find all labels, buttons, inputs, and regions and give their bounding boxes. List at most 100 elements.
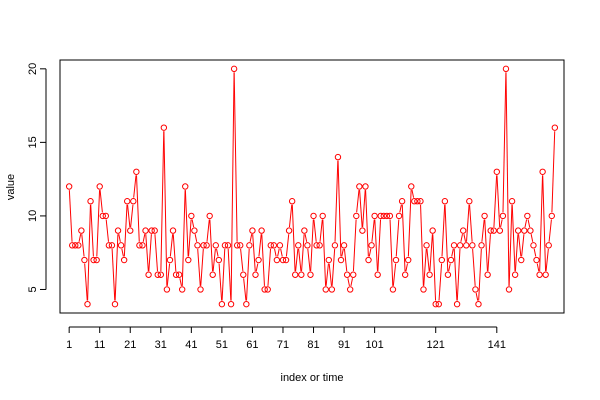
series-segment: [295, 248, 299, 272]
data-point: [371, 212, 378, 220]
data-point: [521, 227, 528, 234]
series-segment: [441, 204, 446, 257]
series-segment: [395, 219, 400, 257]
data-point: [386, 212, 394, 220]
data-point: [185, 256, 192, 264]
data-point: [233, 242, 241, 249]
series-segment: [405, 263, 408, 272]
series-segment: [90, 204, 94, 257]
x-tick-label: 91: [338, 339, 350, 351]
data-point: [478, 242, 485, 249]
series-segment: [197, 248, 201, 286]
series-segment: [304, 234, 308, 242]
series-segment: [527, 219, 531, 228]
data-point: [142, 227, 149, 234]
series-segment: [227, 248, 232, 301]
data-point: [69, 242, 76, 249]
series-segment: [298, 248, 302, 272]
data-point: [120, 256, 128, 264]
data-point: [139, 242, 146, 249]
data-point: [456, 242, 464, 249]
data-point: [124, 198, 131, 205]
data-point: [383, 212, 391, 220]
series-segment: [451, 248, 454, 257]
series-segment: [448, 263, 451, 272]
data-point: [365, 256, 372, 264]
series-segment: [154, 234, 158, 272]
series-segment: [166, 263, 171, 286]
data-point: [481, 212, 488, 220]
data-point: [460, 227, 467, 234]
series-segment: [136, 175, 140, 242]
data-point: [505, 286, 513, 293]
series-segment: [87, 204, 91, 301]
data-point: [484, 271, 491, 278]
series-segment: [352, 219, 357, 272]
series-segment: [322, 219, 327, 286]
series-segment: [133, 175, 137, 198]
series-segment: [347, 278, 350, 287]
data-point: [356, 183, 363, 190]
series-segment: [429, 234, 433, 272]
series-segment: [221, 248, 226, 301]
data-point: [221, 242, 229, 249]
data-point: [545, 242, 552, 249]
data-point: [466, 198, 473, 205]
series-segment: [130, 204, 134, 228]
data-point: [548, 212, 555, 220]
data-point: [536, 271, 543, 278]
series-segment: [500, 219, 503, 228]
series-markers: [65, 65, 559, 308]
data-point: [96, 183, 103, 190]
series-segment: [356, 190, 360, 213]
series-segment: [114, 234, 119, 301]
data-point: [212, 242, 219, 249]
data-point: [380, 212, 387, 220]
data-point: [255, 256, 262, 264]
series-segment: [218, 263, 223, 301]
x-tick-label: 41: [185, 339, 197, 351]
data-point: [237, 242, 244, 249]
data-point: [441, 198, 449, 205]
x-axis: 1 11 21 31 41 51 61 71 81 91 101 121 141: [66, 326, 506, 351]
series-segment: [206, 219, 210, 242]
data-point: [508, 198, 516, 205]
data-point: [279, 256, 287, 264]
y-tick-label: 10: [27, 210, 39, 222]
data-point: [75, 242, 82, 249]
series-segment: [524, 219, 528, 228]
series-segment: [274, 248, 277, 257]
data-point: [154, 271, 161, 278]
series-segment: [460, 234, 463, 242]
data-point: [350, 271, 357, 278]
data-point: [395, 212, 403, 220]
series-segment: [313, 219, 317, 242]
series-segment: [191, 219, 195, 228]
data-point: [78, 227, 85, 234]
data-point: [148, 227, 155, 234]
data-point: [163, 286, 171, 293]
data-point: [227, 300, 235, 308]
series-segment: [426, 248, 430, 272]
data-point: [499, 212, 507, 220]
data-point: [298, 271, 305, 278]
data-point: [157, 271, 165, 278]
data-point: [267, 242, 274, 249]
series-segment: [359, 190, 363, 228]
data-point: [444, 271, 452, 278]
data-point: [93, 256, 100, 264]
x-tick-label: 81: [307, 339, 319, 351]
series-segment: [328, 263, 332, 286]
y-axis: 5 10 15 20: [27, 63, 47, 293]
data-point: [414, 198, 421, 205]
series-segment: [343, 248, 348, 272]
series-segment: [319, 219, 323, 242]
data-point: [423, 242, 430, 249]
data-point: [304, 242, 311, 249]
data-point: [511, 271, 519, 278]
data-point: [273, 256, 281, 264]
data-point: [175, 271, 183, 278]
data-point: [285, 227, 293, 234]
series-segment: [493, 175, 498, 228]
data-point: [408, 183, 415, 190]
